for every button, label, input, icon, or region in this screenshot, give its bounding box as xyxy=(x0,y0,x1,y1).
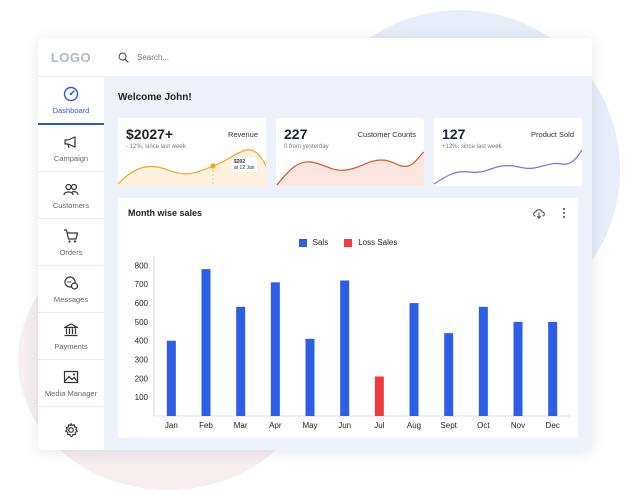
dashboard-icon xyxy=(63,86,79,101)
bar-aug[interactable] xyxy=(409,303,419,416)
sidebar-item-customers[interactable]: Customers xyxy=(38,172,104,219)
bar-dec[interactable] xyxy=(548,321,558,416)
card-value: $2027+ xyxy=(126,126,174,142)
bank-icon xyxy=(63,322,79,336)
chat-icon xyxy=(64,275,79,290)
sidebar-item-label: Campaign xyxy=(53,153,89,163)
x-tick-label: May xyxy=(302,421,317,430)
sidebar: LOGO Dashboard Campaign Customers Orders… xyxy=(38,38,105,450)
tooltip-marker xyxy=(210,163,216,169)
y-tick-label: 600 xyxy=(135,299,149,308)
image-icon xyxy=(63,370,79,383)
x-tick-label: Jul xyxy=(374,421,384,430)
legend-item-loss-sales[interactable]: Loss Sales xyxy=(344,238,397,247)
card-label: Customer Counts xyxy=(357,130,416,139)
revenue-card[interactable]: $2027+ Revenue - 12%, since last week $2… xyxy=(118,118,266,186)
revenue-tooltip: $202 at 12 Jan xyxy=(232,158,257,172)
card-subtext: 0 from yesterday xyxy=(284,144,329,150)
legend-swatch-sales xyxy=(298,238,307,247)
legend-item-sales[interactable]: Sals xyxy=(298,238,329,247)
y-tick-label: 200 xyxy=(135,374,149,383)
x-tick-label: Aug xyxy=(407,421,421,430)
download-icon[interactable] xyxy=(532,207,546,219)
sidebar-item-label: Media Manager xyxy=(44,388,98,398)
legend-swatch-loss xyxy=(344,238,353,247)
x-tick-label: Feb xyxy=(199,421,213,430)
product-sparkline xyxy=(434,149,582,185)
legend-label: Loss Sales xyxy=(358,238,398,247)
sidebar-item-dashboard[interactable]: Dashboard xyxy=(38,77,104,125)
card-label: Revenue xyxy=(227,130,258,139)
card-label: Product Sold xyxy=(531,130,574,139)
bar-oct[interactable] xyxy=(478,306,488,416)
sidebar-item-messages[interactable]: Messages xyxy=(38,266,104,313)
tooltip-date: at 12 Jan xyxy=(234,165,255,171)
tooltip-value: $202 xyxy=(234,159,246,165)
legend-label: Sals xyxy=(312,238,329,247)
card-value: 127 xyxy=(442,126,466,142)
search-input[interactable] xyxy=(135,51,339,63)
bar-apr[interactable] xyxy=(270,282,280,416)
sidebar-item-media-manager[interactable]: Media Manager xyxy=(38,360,104,407)
sidebar-item-label: Dashboard xyxy=(52,105,90,115)
sidebar-item-campaign[interactable]: Campaign xyxy=(38,125,104,172)
x-tick-label: Oct xyxy=(477,421,490,430)
bar-mar[interactable] xyxy=(236,306,246,416)
chart-title: Month wise sales xyxy=(128,208,203,218)
x-tick-label: Apr xyxy=(269,421,282,430)
megaphone-icon xyxy=(64,135,76,148)
monthly-sales-chart-card: Month wise sales Sals Loss Sales 100 200 3… xyxy=(118,198,578,438)
chart-legend: Sals Loss Sales xyxy=(118,238,578,247)
x-tick-label: Nov xyxy=(511,421,525,430)
sidebar-item-label: Payments xyxy=(54,341,88,351)
card-subtext: - 12%, since last week xyxy=(126,144,186,150)
y-tick-label: 100 xyxy=(135,393,149,402)
y-tick-label: 300 xyxy=(135,356,149,365)
users-icon xyxy=(63,183,79,195)
bar-chart: 100 200 300 400 500 600 700 800 Jan Feb Mar Apr May J… xyxy=(135,256,570,430)
product-sold-card[interactable]: 127 Product Sold +12%, since last week xyxy=(434,118,582,186)
main-content: Welcome John! $2027+ Revenue - 12%, sinc… xyxy=(104,76,592,450)
x-tick-label: Mar xyxy=(234,421,248,430)
sidebar-item-orders[interactable]: Orders xyxy=(38,219,104,266)
revenue-sparkline xyxy=(118,149,266,186)
sidebar-item-payments[interactable]: Payments xyxy=(38,313,104,360)
cart-icon xyxy=(64,228,79,243)
x-tick-label: Jun xyxy=(338,421,351,430)
x-tick-label: Jan xyxy=(165,421,178,430)
bar-nov[interactable] xyxy=(513,321,523,416)
x-tick-label: Dec xyxy=(546,421,560,430)
x-tick-label: Sept xyxy=(440,421,457,430)
bar-may[interactable] xyxy=(305,338,315,416)
sidebar-item-settings[interactable] xyxy=(38,407,104,450)
top-bar xyxy=(104,38,592,77)
bar-jun[interactable] xyxy=(340,280,350,416)
customer-count-card[interactable]: 227 Customer Counts 0 from yesterday xyxy=(276,118,424,186)
sidebar-item-label: Orders xyxy=(59,247,83,257)
customer-sparkline xyxy=(276,151,424,186)
card-subtext: +12%, since last week xyxy=(442,144,502,150)
bar-sept[interactable] xyxy=(444,333,454,416)
y-tick-label: 700 xyxy=(135,280,149,289)
card-value: 227 xyxy=(284,126,308,142)
bar-jan[interactable] xyxy=(166,340,176,416)
y-tick-label: 800 xyxy=(135,261,149,270)
bar-jul[interactable] xyxy=(374,376,384,416)
gear-icon xyxy=(65,422,78,438)
more-options-icon[interactable] xyxy=(562,207,566,219)
app-window: LOGO Dashboard Campaign Customers Orders… xyxy=(38,38,592,450)
bar-feb[interactable] xyxy=(201,269,211,416)
welcome-heading: Welcome John! xyxy=(118,92,192,103)
y-tick-label: 400 xyxy=(135,337,149,346)
search-icon xyxy=(118,52,129,63)
y-tick-label: 500 xyxy=(135,318,149,327)
sidebar-item-label: Customers xyxy=(52,200,90,210)
sidebar-item-label: Messages xyxy=(53,294,89,304)
logo: LOGO xyxy=(38,38,104,77)
